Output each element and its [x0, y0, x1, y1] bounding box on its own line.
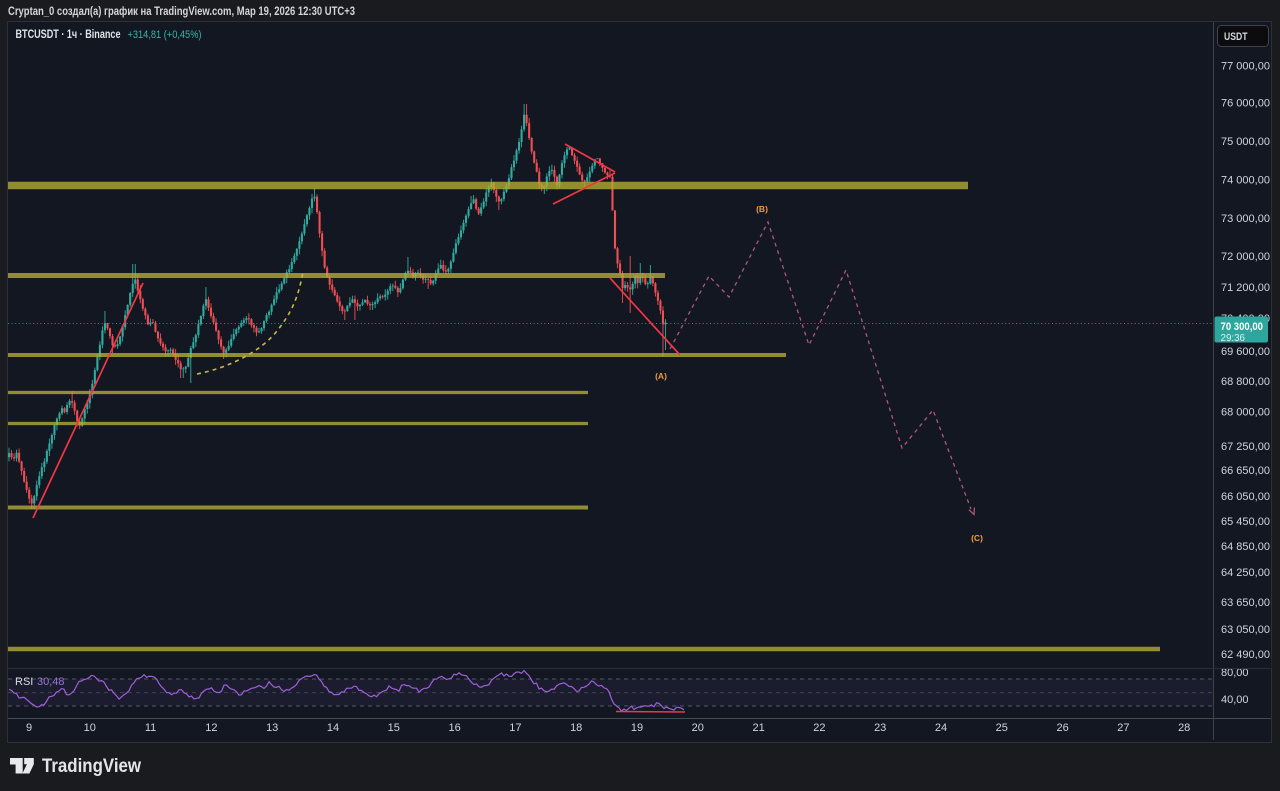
- svg-text:21: 21: [752, 722, 764, 734]
- svg-text:29:36: 29:36: [1221, 333, 1246, 344]
- svg-text:26: 26: [1056, 722, 1068, 734]
- svg-text:(B): (B): [756, 204, 768, 214]
- svg-text:9: 9: [26, 722, 32, 734]
- svg-text:20: 20: [692, 722, 704, 734]
- svg-text:BTCUSDT · 1ч · Binance: BTCUSDT · 1ч · Binance: [16, 29, 121, 41]
- svg-text:63 650,00: 63 650,00: [1221, 597, 1270, 609]
- svg-text:11: 11: [145, 722, 156, 734]
- svg-text:28: 28: [1178, 722, 1190, 734]
- svg-text:16: 16: [448, 722, 460, 734]
- svg-text:19: 19: [631, 722, 643, 734]
- svg-text:72 000,00: 72 000,00: [1221, 251, 1270, 263]
- svg-text:69 600,00: 69 600,00: [1221, 346, 1270, 358]
- svg-text:30,48: 30,48: [37, 676, 65, 688]
- svg-text:64 850,00: 64 850,00: [1221, 541, 1270, 553]
- svg-text:80,00: 80,00: [1221, 667, 1249, 679]
- svg-text:RSI: RSI: [15, 676, 33, 688]
- svg-text:66 050,00: 66 050,00: [1221, 491, 1270, 503]
- svg-text:13: 13: [266, 722, 278, 734]
- svg-text:63 050,00: 63 050,00: [1221, 624, 1270, 636]
- svg-text:25: 25: [996, 722, 1008, 734]
- svg-text:Cryptan_0 создал(а) график на: Cryptan_0 создал(а) график на TradingVie…: [8, 6, 355, 18]
- svg-text:68 000,00: 68 000,00: [1221, 406, 1270, 418]
- svg-text:23: 23: [874, 722, 886, 734]
- svg-text:24: 24: [935, 722, 947, 734]
- svg-text:67 250,00: 67 250,00: [1221, 441, 1270, 453]
- svg-text:12: 12: [205, 722, 217, 734]
- svg-text:15: 15: [388, 722, 400, 734]
- svg-text:74 000,00: 74 000,00: [1221, 174, 1270, 186]
- svg-text:66 650,00: 66 650,00: [1221, 465, 1270, 477]
- svg-text:22: 22: [813, 722, 825, 734]
- svg-text:+314,81 (+0,45%): +314,81 (+0,45%): [128, 29, 202, 41]
- svg-text:73 000,00: 73 000,00: [1221, 213, 1270, 225]
- svg-text:14: 14: [327, 722, 339, 734]
- svg-text:TradingView: TradingView: [42, 756, 141, 777]
- svg-text:USDT: USDT: [1224, 31, 1248, 43]
- svg-text:(A): (A): [655, 371, 667, 381]
- svg-text:71 200,00: 71 200,00: [1221, 282, 1270, 294]
- svg-text:62 490,00: 62 490,00: [1221, 649, 1270, 661]
- svg-text:77 000,00: 77 000,00: [1221, 60, 1270, 72]
- svg-text:10: 10: [84, 722, 96, 734]
- svg-text:17: 17: [509, 722, 521, 734]
- svg-text:(C): (C): [971, 533, 983, 543]
- svg-text:70 300,00: 70 300,00: [1221, 321, 1264, 333]
- svg-text:75 000,00: 75 000,00: [1221, 136, 1270, 148]
- svg-text:18: 18: [570, 722, 582, 734]
- svg-text:27: 27: [1117, 722, 1129, 734]
- svg-text:76 000,00: 76 000,00: [1221, 97, 1270, 109]
- svg-text:64 250,00: 64 250,00: [1221, 567, 1270, 579]
- svg-text:40,00: 40,00: [1221, 694, 1249, 706]
- svg-text:65 450,00: 65 450,00: [1221, 516, 1270, 528]
- svg-text:68 800,00: 68 800,00: [1221, 376, 1270, 388]
